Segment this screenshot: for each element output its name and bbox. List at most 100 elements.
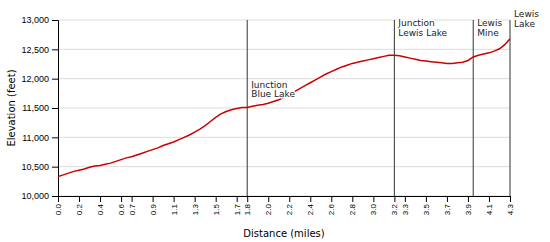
x-tick: 0.6 — [117, 196, 126, 215]
x-tick: 1.5 — [212, 196, 221, 215]
x-tick: 1.3 — [191, 196, 200, 215]
y-tick: 10,500 — [21, 162, 58, 172]
grid-line — [58, 49, 510, 50]
x-tick-mark — [100, 196, 101, 202]
x-tick: 0.9 — [149, 196, 158, 215]
x-tick-label: 3.7 — [443, 203, 452, 215]
x-tick: 3.0 — [369, 196, 378, 215]
x-tick-label: 2.2 — [285, 203, 294, 215]
x-tick-label: 3.5 — [422, 203, 431, 215]
y-tick-label: 10,500 — [21, 162, 49, 172]
x-tick: 1.7 — [233, 196, 242, 215]
annotation-lines — [247, 20, 510, 196]
x-tick: 2.6 — [327, 196, 336, 215]
x-tick-mark — [510, 196, 511, 202]
y-tick-mark — [52, 196, 58, 197]
annotation-label: JunctionLewis Lake — [397, 18, 447, 38]
x-tick-mark — [405, 196, 406, 202]
y-tick-label: 12,000 — [21, 74, 49, 84]
x-tick: 0.2 — [75, 196, 84, 215]
plot: 0.0 0.2 0.4 0.60.7 0.9 1.1 1.3 1.5 1.71.8 2.0 2.2 2… — [21, 9, 539, 215]
x-tick-label: 1.8 — [243, 203, 252, 215]
x-tick: 3.7 — [443, 196, 452, 215]
x-tick-label: 0.7 — [128, 203, 137, 215]
x-tick-mark — [237, 196, 238, 202]
x-axis-title: Distance (miles) — [243, 228, 324, 239]
x-tick-mark — [132, 196, 133, 202]
annotations: JunctionBlue Lake JunctionLewis Lake Lewis… — [250, 9, 539, 99]
x-tick-mark — [331, 196, 332, 202]
x-tick-label: 2.6 — [327, 203, 336, 215]
y-tick: 12,500 — [21, 45, 58, 55]
x-tick-label: 1.5 — [212, 203, 221, 215]
x-tick-label: 1.7 — [233, 203, 242, 215]
annotation-label: JunctionBlue Lake — [250, 80, 295, 100]
x-tick-label: 2.8 — [348, 203, 357, 215]
x-tick: 3.5 — [422, 196, 431, 215]
x-tick-label: 4.1 — [485, 203, 494, 215]
y-tick: 12,000 — [21, 74, 58, 84]
x-tick-label: 4.3 — [506, 203, 515, 215]
x-tick-mark — [394, 196, 395, 202]
annotation-line — [394, 20, 395, 196]
x-tick-label: 0.0 — [54, 203, 63, 215]
y-tick-mark — [52, 49, 58, 50]
x-tick-label: 1.1 — [170, 203, 179, 215]
y-tick: 13,000 — [21, 15, 58, 25]
x-tick: 2.4 — [306, 196, 315, 215]
x-tick: 4.3 — [506, 196, 515, 215]
y-tick-mark — [52, 108, 58, 109]
y-tick: 10,000 — [21, 191, 58, 201]
x-tick-mark — [310, 196, 311, 202]
x-tick: 3.9 — [464, 196, 473, 215]
x-tick-label: 0.2 — [75, 203, 84, 215]
x-tick: 0.7 — [128, 196, 137, 215]
x-tick-label: 0.9 — [149, 203, 158, 215]
x-tick-mark — [447, 196, 448, 202]
x-tick-mark — [174, 196, 175, 202]
x-tick-mark — [195, 196, 196, 202]
x-tick-label: 2.0 — [264, 203, 273, 215]
elevation-line — [58, 39, 510, 177]
x-tick: 3.2 — [390, 196, 399, 215]
y-axis: 10,00010,50011,00011,50012,00012,50013,0… — [21, 15, 58, 201]
y-axis-title: Elevation (feet) — [6, 69, 17, 146]
y-tick-mark — [52, 79, 58, 80]
x-tick: 2.0 — [264, 196, 273, 215]
x-tick-mark — [79, 196, 80, 202]
grid — [58, 20, 510, 196]
x-tick: 2.8 — [348, 196, 357, 215]
x-tick-mark — [289, 196, 290, 202]
y-tick-label: 13,000 — [21, 15, 49, 25]
x-tick-mark — [373, 196, 374, 202]
annotation-line — [473, 20, 474, 196]
y-tick-label: 12,500 — [21, 45, 49, 55]
series — [58, 39, 510, 177]
grid-line — [58, 166, 510, 167]
x-tick-label: 3.0 — [369, 203, 378, 215]
x-tick: 1.8 — [243, 196, 252, 215]
annotation-label: LewisLake — [514, 9, 539, 29]
x-axis: 0.0 0.2 0.4 0.60.7 0.9 1.1 1.3 1.5 1.71.8 2.0 2.2 2… — [54, 196, 515, 215]
chart: 0.0 0.2 0.4 0.60.7 0.9 1.1 1.3 1.5 1.71.8 2.0 2.2 2… — [0, 0, 550, 242]
y-tick-label: 10,000 — [21, 191, 49, 201]
x-tick: 4.1 — [485, 196, 494, 215]
x-axis-line — [59, 197, 511, 203]
grid-line — [58, 137, 510, 138]
x-tick-label: 3.9 — [464, 203, 473, 215]
y-tick: 11,000 — [22, 133, 58, 143]
y-axis-line — [52, 21, 59, 197]
x-tick-mark — [268, 196, 269, 202]
x-tick-label: 3.2 — [390, 203, 399, 215]
y-tick-mark — [52, 167, 58, 168]
x-tick-mark — [468, 196, 469, 202]
x-tick: 0.4 — [96, 196, 105, 215]
x-tick-label: 3.3 — [401, 203, 410, 215]
x-tick: 2.2 — [285, 196, 294, 215]
x-tick: 1.1 — [170, 196, 179, 215]
x-tick-mark — [121, 196, 122, 202]
x-tick-label: 0.4 — [96, 203, 105, 215]
x-tick-mark — [489, 196, 490, 202]
grid-line — [58, 108, 510, 109]
y-tick-label: 11,000 — [22, 133, 49, 143]
